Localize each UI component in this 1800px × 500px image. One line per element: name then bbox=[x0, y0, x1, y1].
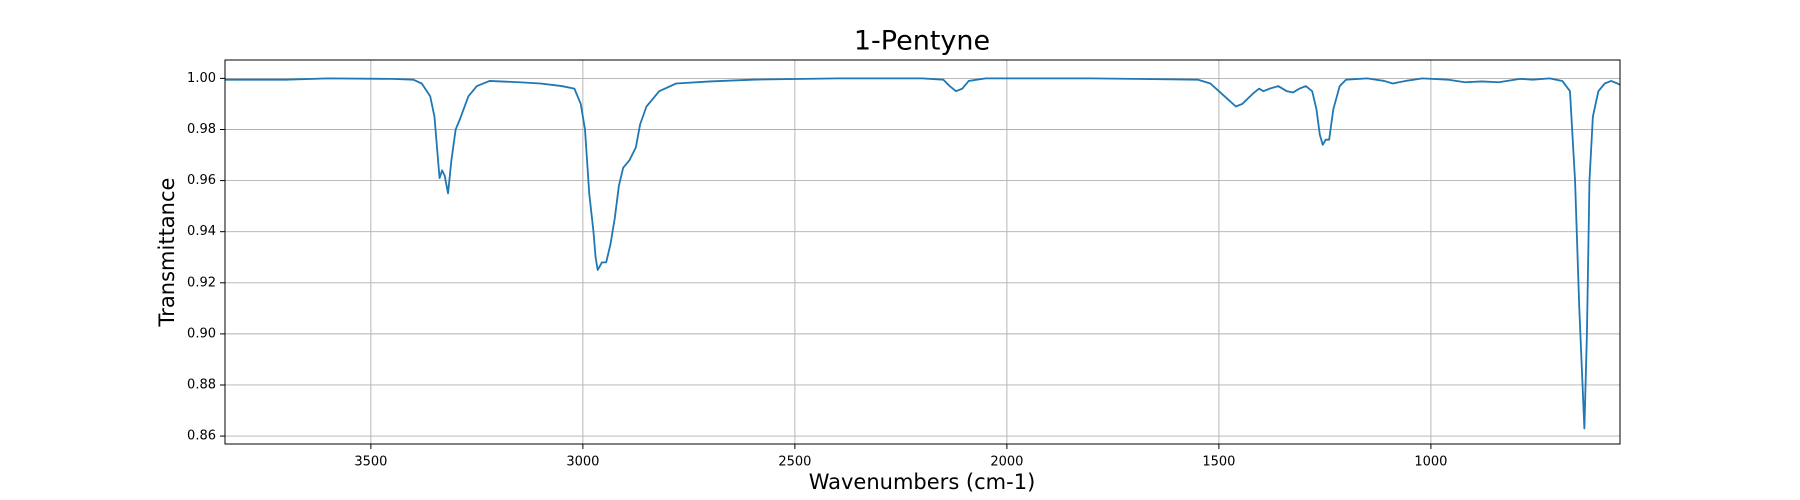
y-tick-label: 0.94 bbox=[187, 224, 216, 239]
y-axis-label: Transmittance bbox=[155, 178, 179, 328]
x-tick-label: 3000 bbox=[566, 455, 599, 470]
y-tick-label: 1.00 bbox=[187, 71, 216, 86]
x-tick-label: 1000 bbox=[1414, 455, 1447, 470]
chart-title: 1-Pentyne bbox=[854, 26, 990, 57]
plot-frame bbox=[224, 59, 1621, 445]
y-tick-label: 0.92 bbox=[187, 275, 216, 290]
spectrum-line bbox=[225, 77, 1621, 430]
x-axis-label: Wavenumbers (cm-1) bbox=[809, 470, 1036, 494]
x-tick-label: 3500 bbox=[354, 455, 387, 470]
y-tick-label: 0.96 bbox=[187, 173, 216, 188]
x-tick-label: 1500 bbox=[1202, 455, 1235, 470]
y-tick-label: 0.98 bbox=[187, 122, 216, 137]
x-tick-label: 2000 bbox=[990, 455, 1023, 470]
y-tick-label: 0.88 bbox=[187, 377, 216, 392]
y-tick-label: 0.86 bbox=[187, 429, 216, 444]
x-tick-label: 2500 bbox=[778, 455, 811, 470]
y-tick-label: 0.90 bbox=[187, 326, 216, 341]
